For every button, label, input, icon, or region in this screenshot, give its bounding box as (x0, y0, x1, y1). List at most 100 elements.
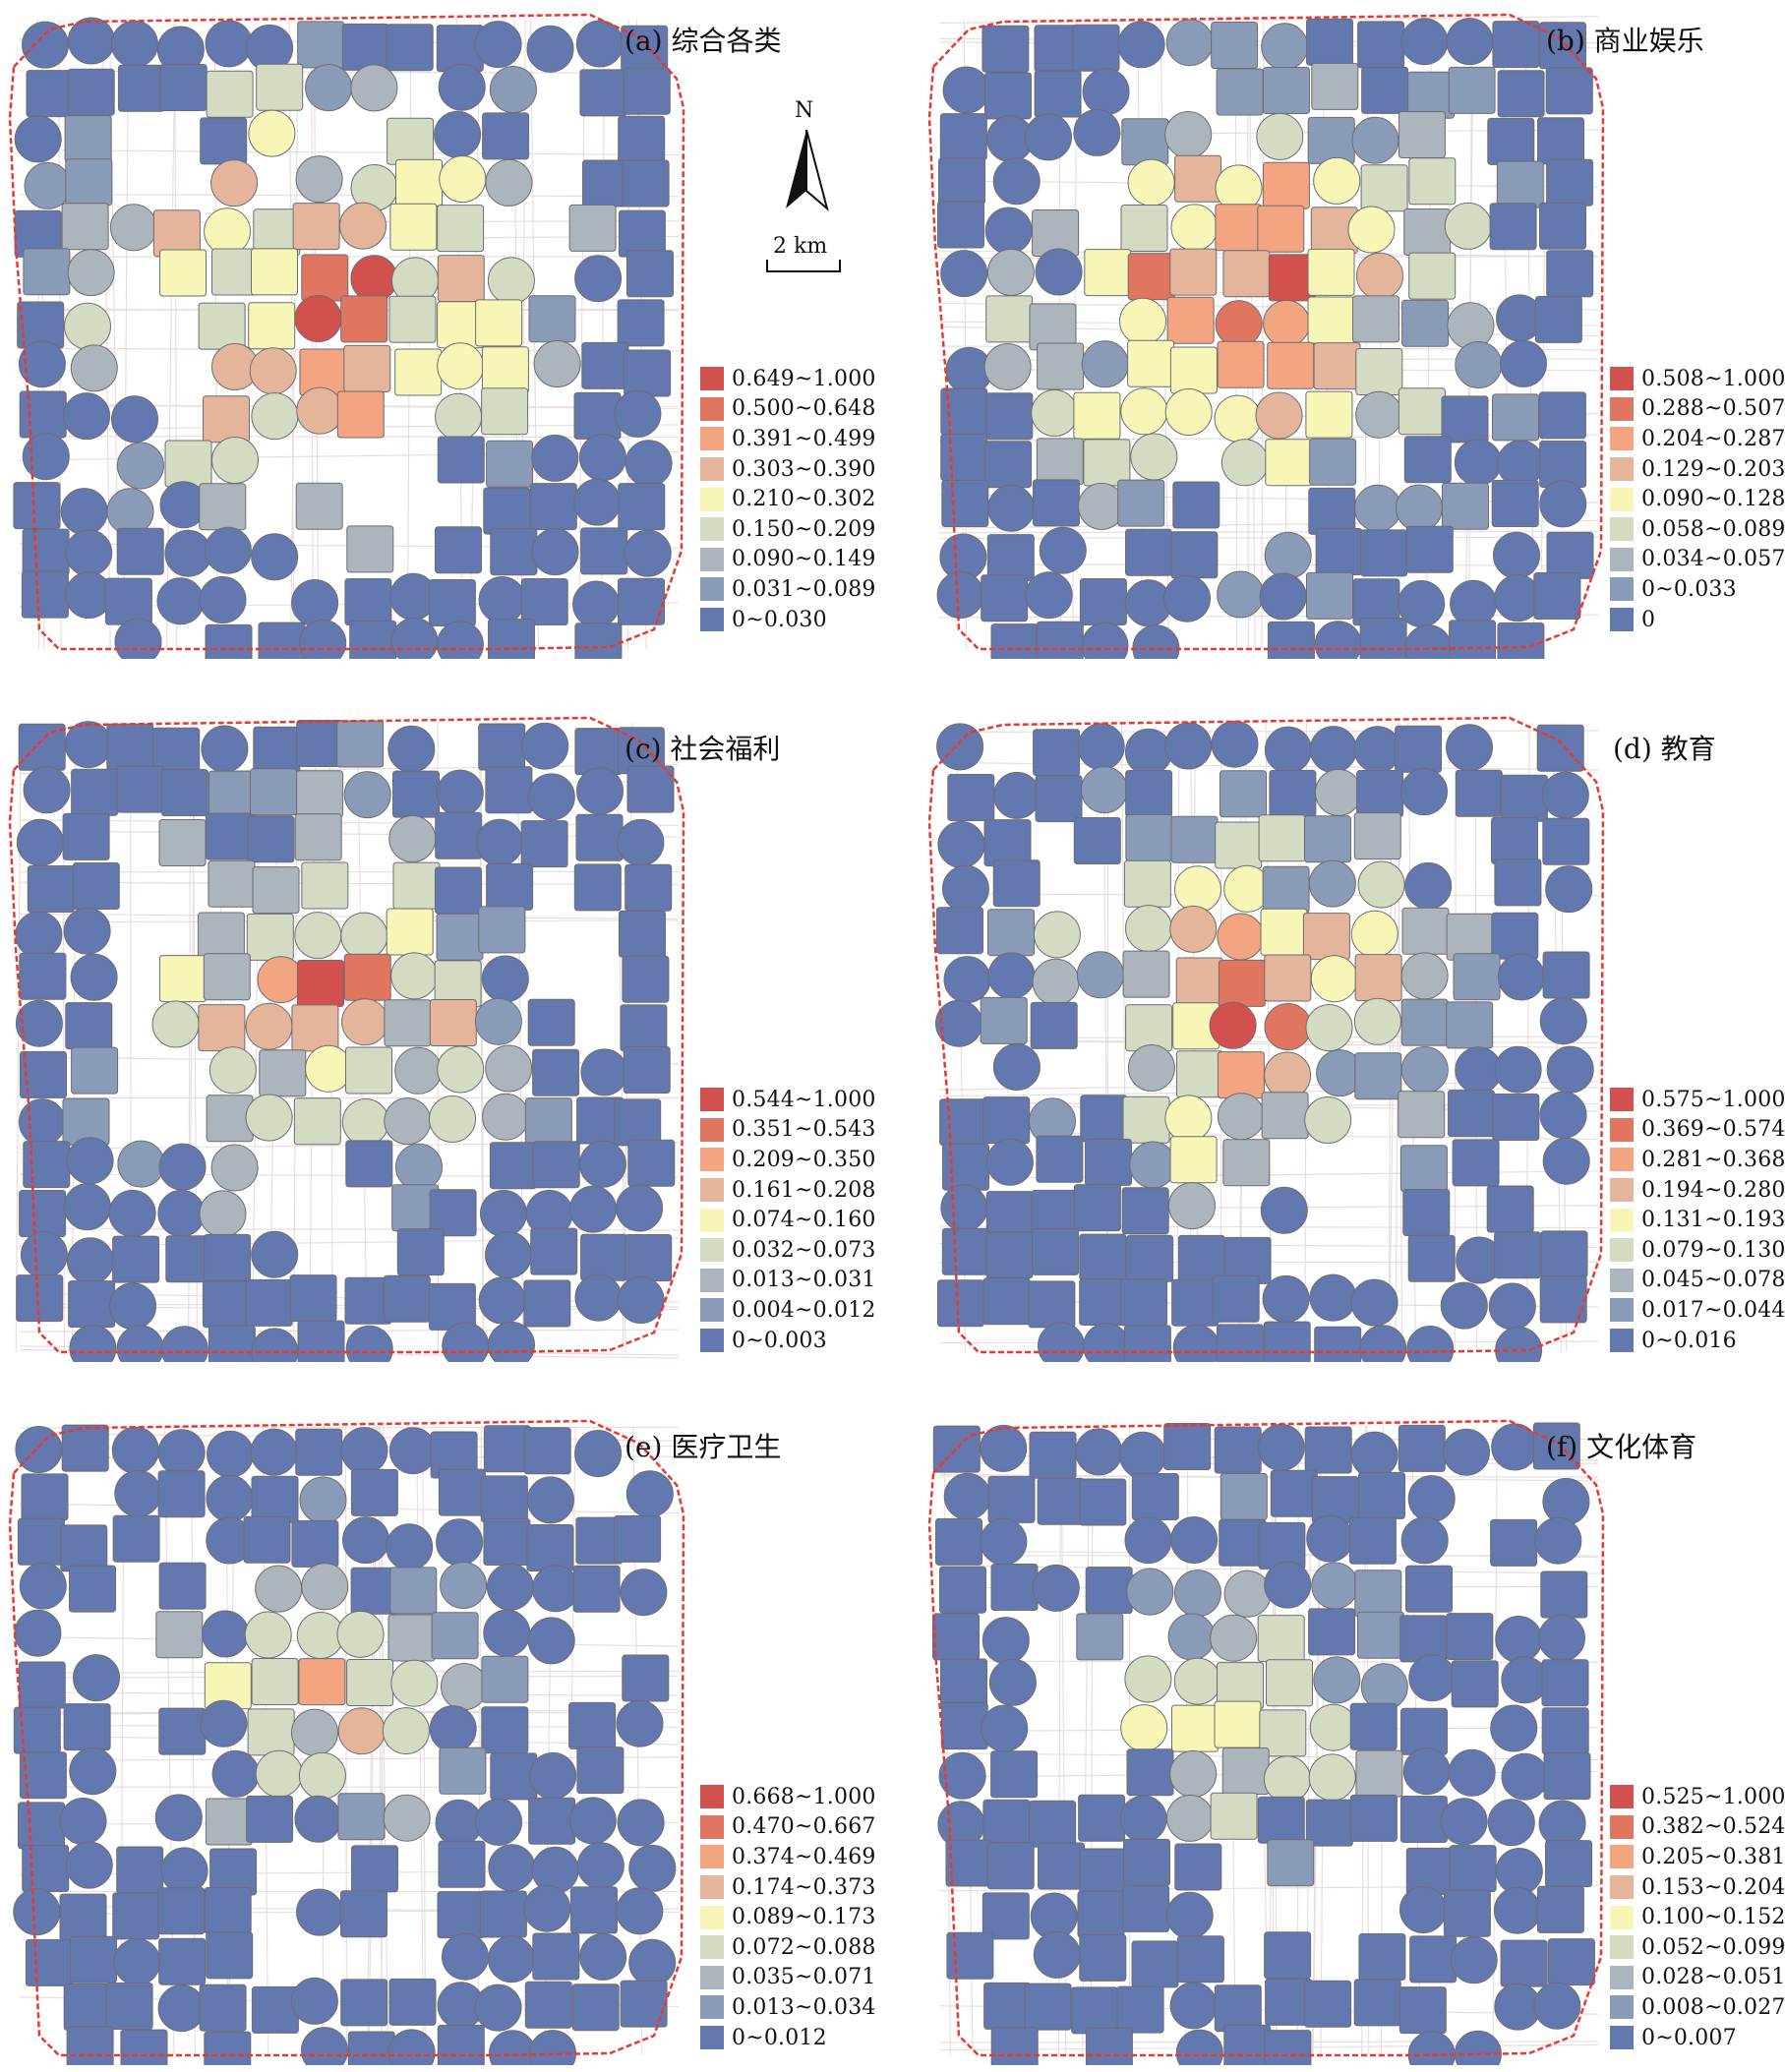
service-area-cell (199, 576, 247, 623)
service-area-cell (1400, 1707, 1448, 1755)
service-area-cell (429, 1189, 477, 1237)
service-area-cell (296, 720, 344, 767)
service-area-cell (27, 865, 75, 913)
service-area-cell (249, 347, 297, 395)
map-title-f: (f) 文化体育 (1546, 1431, 1697, 1463)
service-area-cell (15, 999, 63, 1047)
service-area-cell (116, 1846, 164, 1894)
service-area-cell (19, 1562, 67, 1610)
service-area-cell (1169, 1982, 1218, 2030)
service-area-cell (1533, 572, 1581, 620)
service-area-cell (1170, 531, 1219, 579)
service-area-cell (1448, 66, 1496, 114)
service-area-cell (1492, 1094, 1540, 1141)
service-area-cell (1036, 1135, 1084, 1183)
service-area-cell (341, 998, 389, 1046)
service-area-cell (616, 1887, 664, 1935)
service-area-cell (1400, 1046, 1449, 1094)
legend-label: 0.288~0.507 (1641, 396, 1785, 422)
map-title-e: (e) 医疗卫生 (625, 1431, 782, 1463)
legend-label: 0.058~0.089 (1641, 516, 1785, 542)
service-area-cell (532, 1932, 580, 1981)
legend-label: 0.382~0.524 (1641, 1814, 1785, 1840)
service-area-cell (939, 1098, 987, 1147)
service-area-cell (73, 1654, 120, 1702)
service-area-cell (580, 1048, 628, 1096)
service-area-cell (990, 623, 1039, 659)
study-area-boundary (927, 1419, 1605, 2057)
service-area-cell (1073, 1184, 1121, 1232)
service-area-cell (1490, 1704, 1538, 1752)
service-area-cell (983, 1982, 1032, 2030)
service-area-cell (1403, 208, 1452, 256)
legend-swatch (1610, 367, 1634, 391)
service-area-cell (199, 1983, 247, 2032)
service-area-cell (204, 2031, 252, 2065)
service-area-cell (244, 1611, 292, 1659)
service-area-cell (1302, 913, 1350, 961)
service-area-cell (1122, 1884, 1170, 1932)
service-area-cell (297, 960, 344, 1007)
service-area-cell (344, 578, 392, 625)
service-area-cell (1446, 1613, 1494, 1661)
service-area-cell (1220, 770, 1267, 818)
service-area-cell (490, 528, 538, 576)
legend-swatch (700, 457, 724, 482)
service-area-cell (578, 1140, 626, 1188)
service-area-cell (937, 820, 985, 868)
service-area-cell (1079, 1933, 1127, 1982)
service-area-cell (1215, 821, 1263, 869)
service-area-cell (437, 205, 485, 253)
service-area-cell (202, 1280, 250, 1329)
service-area-cell (252, 866, 300, 915)
service-area-cell (1255, 391, 1303, 440)
legend-label: 0~0.016 (1641, 1328, 1737, 1353)
service-area-cell (1164, 722, 1213, 770)
legend-swatch (1610, 1088, 1634, 1112)
service-area-cell (1400, 998, 1449, 1046)
service-area-cell (1083, 439, 1131, 487)
service-area-cell (574, 1430, 623, 1477)
legend-label: 0.374~0.469 (732, 1844, 876, 1869)
service-area-cell (251, 1230, 299, 1278)
service-area-cell (21, 570, 69, 619)
service-area-cell (116, 765, 164, 813)
service-area-cell (568, 1797, 617, 1845)
service-area-cell (59, 1893, 107, 1941)
service-area-cell (987, 909, 1035, 957)
legend-swatch (1610, 608, 1634, 632)
legend-swatch (700, 367, 724, 391)
service-area-cell (1399, 1145, 1448, 1193)
service-area-cell (117, 64, 165, 112)
legend-label: 0.205~0.381 (1641, 1844, 1785, 1869)
service-area-cell (248, 302, 296, 350)
service-area-cell (1263, 1321, 1311, 1362)
service-area-cell (1409, 1935, 1458, 1983)
service-area-cell (524, 1981, 572, 2029)
service-area-cell (164, 440, 212, 488)
legend-a: 0.649~1.000 0.500~0.648 0.391~0.499 0.30… (700, 364, 876, 634)
service-area-cell (1542, 817, 1590, 865)
service-area-cell (1166, 1794, 1214, 1842)
legend-item: 0.031~0.089 (700, 574, 876, 605)
legend-label: 0.013~0.031 (732, 1268, 876, 1293)
service-area-cell (1177, 1234, 1225, 1282)
legend-item: 0~0.007 (1610, 2023, 1785, 2053)
legend-item: 0.028~0.051 (1610, 1963, 1785, 1993)
legend-item: 0.288~0.507 (1610, 394, 1785, 425)
legend-swatch (700, 1238, 724, 1263)
service-area-cell (256, 63, 304, 111)
service-area-cell (387, 1614, 436, 1662)
service-area-cell (388, 815, 437, 862)
service-area-cell (1403, 436, 1452, 484)
legend-swatch (1610, 457, 1634, 482)
service-area-cell (1121, 118, 1169, 166)
service-area-cell (1079, 578, 1127, 625)
service-area-cell (1127, 158, 1175, 207)
service-area-cell (1032, 1564, 1080, 1612)
service-area-cell (1361, 66, 1409, 114)
service-area-cell (474, 1983, 522, 2032)
service-area-cell (1542, 951, 1590, 999)
service-area-cell (617, 818, 665, 866)
service-area-cell (1455, 341, 1503, 388)
